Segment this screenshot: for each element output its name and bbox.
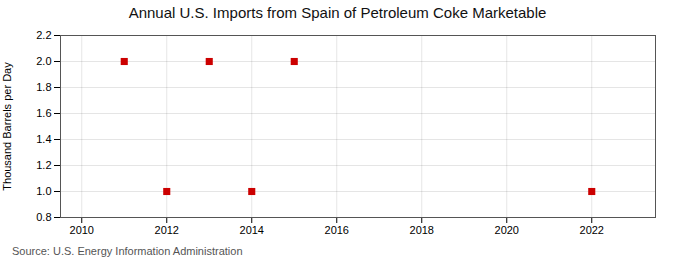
- svg-text:2020: 2020: [495, 224, 519, 236]
- svg-text:0.8: 0.8: [36, 211, 51, 223]
- svg-text:2.2: 2.2: [36, 29, 51, 41]
- svg-text:2.0: 2.0: [36, 55, 51, 67]
- svg-text:1.6: 1.6: [36, 107, 51, 119]
- svg-text:1.8: 1.8: [36, 81, 51, 93]
- svg-text:Thousand Barrels per Day: Thousand Barrels per Day: [1, 62, 13, 191]
- svg-text:2018: 2018: [410, 224, 434, 236]
- svg-text:2022: 2022: [580, 224, 604, 236]
- svg-text:1.4: 1.4: [36, 133, 51, 145]
- svg-text:2012: 2012: [155, 224, 179, 236]
- svg-text:1.2: 1.2: [36, 159, 51, 171]
- svg-text:2010: 2010: [70, 224, 94, 236]
- html-text:Source: U.S. Energy Informatio: Source: U.S. Energy Information Administ…: [12, 245, 243, 257]
- svg-text:1.0: 1.0: [36, 185, 51, 197]
- svg-text:2016: 2016: [325, 224, 349, 236]
- svg-text:2014: 2014: [240, 224, 264, 236]
- html-text:Annual U.S. Imports from Spain: Annual U.S. Imports from Spain of Petrol…: [128, 4, 547, 21]
